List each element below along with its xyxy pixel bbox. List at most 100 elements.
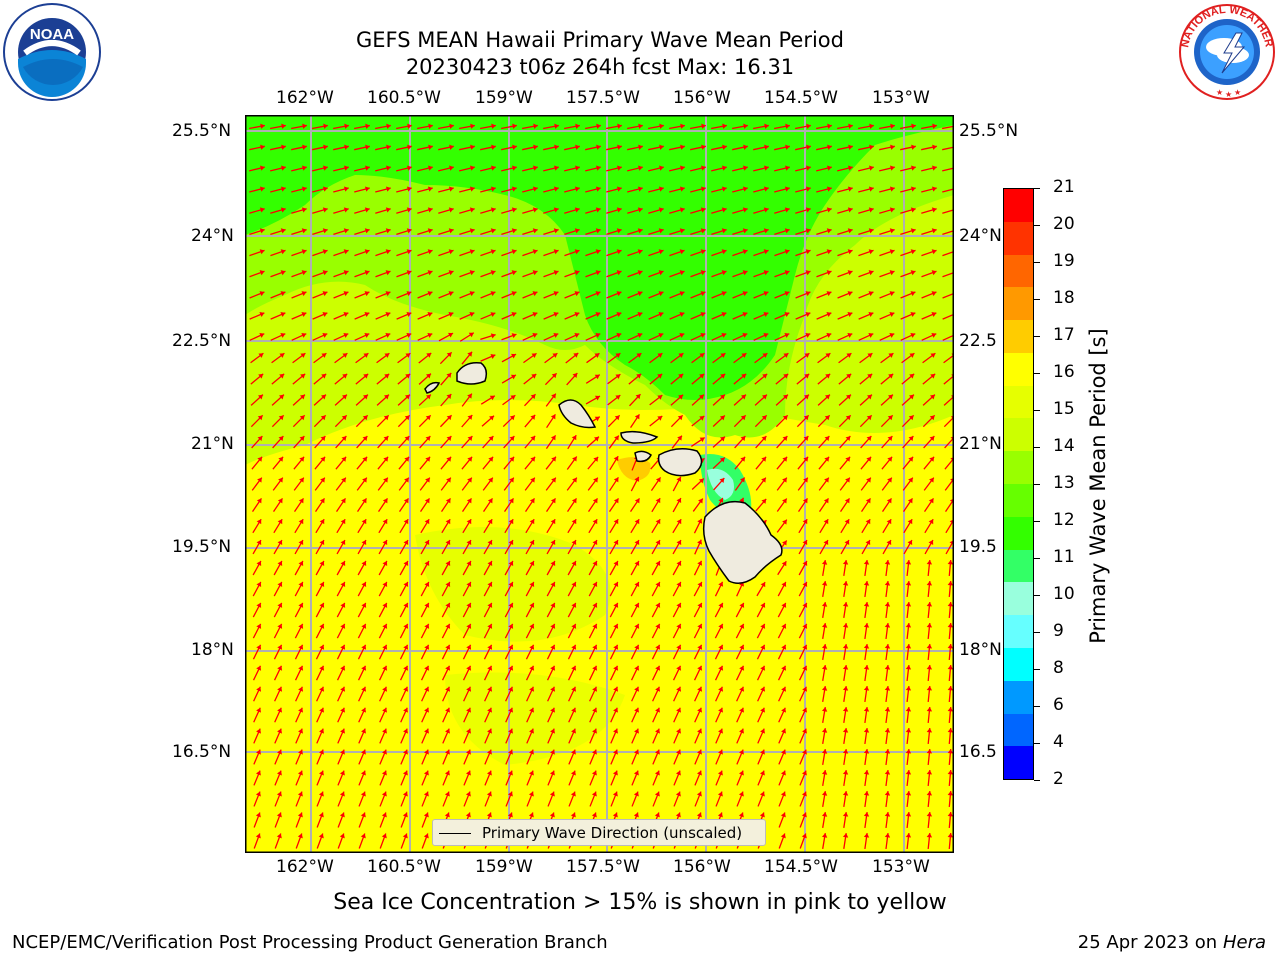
wave-arrow-head [343,312,349,317]
wave-arrow-head [403,623,409,629]
wave-arrow-head [532,332,538,338]
colorbar-tick-mark [1034,447,1040,448]
wave-arrow-head [302,144,307,150]
wave-arrow-head [784,270,790,276]
wave-arrow-head [298,519,304,525]
wave-arrow-head [280,312,286,317]
wave-arrow-head [508,686,514,692]
wave-arrow-head [467,351,473,357]
wave-arrow-head [424,707,429,713]
wave-arrow-head [382,623,388,629]
colorbar-tick-label: 6 [1053,695,1064,715]
wave-arrow-head [344,123,349,129]
wave-arrow-head [445,686,451,692]
wave-arrow-head [364,312,370,317]
wave-arrow-head [634,749,639,755]
wave-arrow-head [633,812,639,818]
wave-arrow-head [654,770,660,776]
wave-arrow-head [739,497,745,503]
wave-period-map [245,115,954,853]
wave-arrow-head [679,291,685,297]
wave-arrow-head [551,393,556,399]
wave-arrow-head [720,373,726,379]
wave-arrow-head [469,270,475,276]
wave-arrow-head [680,144,685,150]
wave-arrow-head [298,498,304,504]
lon-label-top: 156°W [673,88,731,108]
wave-arrow-head [381,833,387,839]
colorbar-tick-mark [1034,558,1040,559]
colorbar-label: Primary Wave Mean Period [s] [1086,328,1110,644]
wave-arrow-head [718,686,724,692]
wave-arrow-head [720,353,726,358]
wave-arrow-head [508,623,514,629]
wave-arrow-head [382,561,388,566]
wave-arrow-head [825,373,831,379]
wave-arrow-head [427,291,433,297]
wave-arrow-head [363,373,369,379]
wave-arrow-head [298,602,304,608]
wave-arrow-head [699,437,705,443]
wave-arrow-head [697,749,702,755]
wave-arrow-head [784,312,790,317]
wave-arrow-head [469,249,475,255]
wave-arrow-head [721,207,727,213]
wave-arrow-head [867,353,873,358]
wave-arrow-head [340,623,346,629]
wave-arrow-head [932,144,937,150]
wave-arrow-head [509,436,515,442]
lat-label-right: 25.5°N [959,121,1019,141]
wave-arrow-head [323,123,328,129]
wave-arrow-head [490,312,496,318]
wave-arrow-head [365,144,370,150]
wave-arrow-head [848,123,853,129]
wave-arrow-head [507,791,513,797]
wave-arrow-head [487,498,493,504]
wave-arrow-head [821,791,828,796]
wave-arrow-head [742,249,748,255]
wave-arrow-head [280,332,286,338]
wave-arrow-head [931,270,937,276]
wave-arrow-head [613,519,619,525]
wave-arrow-head [889,270,895,276]
wave-arrow-head [361,540,367,546]
wave-arrow [942,167,954,172]
wave-arrow-head [659,144,664,150]
wave-arrow-head [594,436,599,442]
wave-arrow-head [298,561,304,566]
wave-arrow-head [638,123,643,129]
wave-arrow-head [780,770,786,776]
wave-arrow-head [910,332,916,338]
wave-arrow-head [761,477,766,483]
wave-arrow-head [929,415,935,421]
wave-arrow-head [340,561,346,566]
wave-arrow-head [427,332,433,338]
wave-arrow-head [382,686,388,692]
wave-arrow-head [529,686,535,692]
wave-arrow-head [382,498,388,504]
wave-arrow-head [785,144,790,150]
lon-label-bottom: 162°W [276,857,334,877]
wave-arrow-head [383,394,389,400]
wave-arrow-head [427,312,433,317]
wave-arrow-head [257,415,263,421]
wave-arrow-head [782,498,787,504]
wave-arrow-head [928,519,934,525]
wave-arrow-head [362,456,368,462]
wave-arrow-head [908,436,914,442]
wave-arrow-head [805,270,811,276]
wave-arrow-head [759,812,765,818]
wave-arrow-head [802,665,808,671]
wave-arrow-head [740,415,746,421]
wave-arrow-head [446,372,452,378]
wave-arrow-head [740,456,746,462]
wave-arrow-head [592,749,597,755]
wave-arrow-head [320,436,326,442]
wave-arrow-head [277,707,282,713]
wave-arrow-head [697,707,702,713]
wave-arrow-head [277,623,283,629]
wave-arrow-head [910,291,916,297]
wave-arrow-head [827,144,832,150]
wave-arrow-head [865,540,871,546]
wave-arrow-head [321,373,327,379]
